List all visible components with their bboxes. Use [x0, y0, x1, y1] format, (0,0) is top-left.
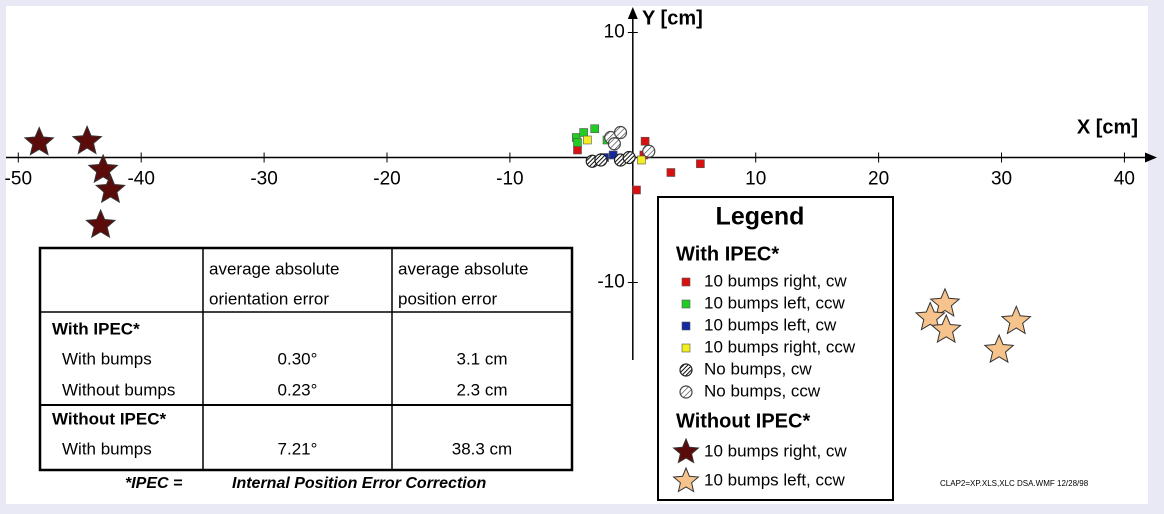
legend-group: With IPEC*: [676, 243, 779, 265]
legend-entry: No bumps, cw: [704, 359, 812, 378]
table-cell: With bumps: [62, 439, 152, 458]
marker-star: [85, 208, 117, 239]
marker-star: [672, 466, 700, 493]
marker-square: [666, 168, 676, 177]
marker-square: [696, 159, 705, 169]
table-cell: 3.1 cm: [456, 349, 507, 368]
marker-hatched: [607, 137, 621, 151]
table-header: orientation error: [209, 289, 329, 308]
marker-square: [640, 136, 650, 146]
table-header: average absolute: [209, 259, 339, 278]
table-cell: 0.23°: [278, 380, 318, 399]
marker-square: [632, 185, 641, 195]
legend-entry: No bumps, ccw: [704, 381, 821, 400]
x-tick-label: -30: [250, 169, 277, 190]
marker-star: [23, 126, 55, 156]
marker-hatched: [679, 363, 693, 377]
table-cell: 7.21°: [278, 439, 318, 458]
marker-square: [637, 155, 646, 165]
x-tick-label: 20: [868, 169, 889, 190]
x-tick-label: -50: [5, 169, 32, 190]
marker-star: [930, 313, 962, 344]
legend-entry: 10 bumps left, ccw: [704, 470, 846, 489]
x-tick-label: 30: [991, 169, 1012, 190]
table-group: With IPEC*: [52, 319, 140, 338]
y-axis-label: Y [cm]: [642, 7, 703, 29]
x-axis-label: X [cm]: [1077, 116, 1138, 138]
marker-star: [983, 333, 1015, 364]
legend-entry: 10 bumps right, cw: [704, 271, 847, 290]
marker-square: [681, 299, 691, 309]
legend-entry: 10 bumps left, ccw: [704, 293, 846, 312]
x-tick-label: 10: [745, 169, 766, 190]
marker-star: [672, 437, 700, 464]
x-tick-label: -40: [127, 169, 154, 190]
legend-title: Legend: [716, 203, 805, 231]
marker-hatched: [594, 153, 608, 167]
marker-star: [929, 287, 961, 317]
legend-group: Without IPEC*: [676, 410, 810, 432]
marker-star: [1000, 304, 1032, 335]
table-cell: With bumps: [62, 349, 152, 368]
footnote-term: *IPEC =: [125, 475, 182, 492]
marker-square: [573, 145, 582, 155]
marker-square: [583, 135, 592, 145]
marker-hatched: [642, 144, 656, 158]
footnote-definition: Internal Position Error Correction: [232, 475, 486, 492]
y-arrow: [627, 7, 638, 19]
marker-star: [71, 125, 103, 155]
marker-square: [681, 343, 691, 353]
x-arrow: [1145, 152, 1157, 163]
legend-entry: 10 bumps right, ccw: [704, 337, 856, 356]
x-tick-label: 40: [1114, 169, 1135, 190]
marker-square: [681, 321, 691, 331]
table-group: Without IPEC*: [52, 409, 166, 428]
table-cell: 0.30°: [278, 349, 318, 368]
x-tick-label: -20: [373, 169, 400, 190]
legend-entry: 10 bumps right, cw: [704, 441, 847, 460]
marker-star: [94, 173, 126, 204]
y-tick-label: 10: [604, 22, 625, 43]
marker-square: [590, 124, 600, 134]
marker-square: [681, 277, 691, 287]
table-cell: 2.3 cm: [456, 380, 507, 399]
marker-hatched: [613, 125, 628, 140]
table-header: average absolute: [398, 259, 528, 278]
legend-entry: 10 bumps left, cw: [704, 315, 837, 334]
table-cell: 38.3 cm: [452, 439, 512, 458]
table-header: position error: [398, 289, 498, 308]
table-cell: Without bumps: [62, 380, 175, 399]
marker-square: [573, 138, 582, 147]
file-stamp: CLAP2=XP.XLS,XLC DSA.WMF 12/28/98: [940, 479, 1089, 488]
marker-star: [914, 301, 946, 331]
y-tick-label: -10: [597, 272, 624, 293]
table-frame: [38, 246, 574, 472]
marker-hatched: [622, 150, 636, 165]
x-tick-label: -10: [496, 169, 523, 190]
marker-square: [579, 128, 588, 137]
marker-hatched: [679, 385, 693, 399]
